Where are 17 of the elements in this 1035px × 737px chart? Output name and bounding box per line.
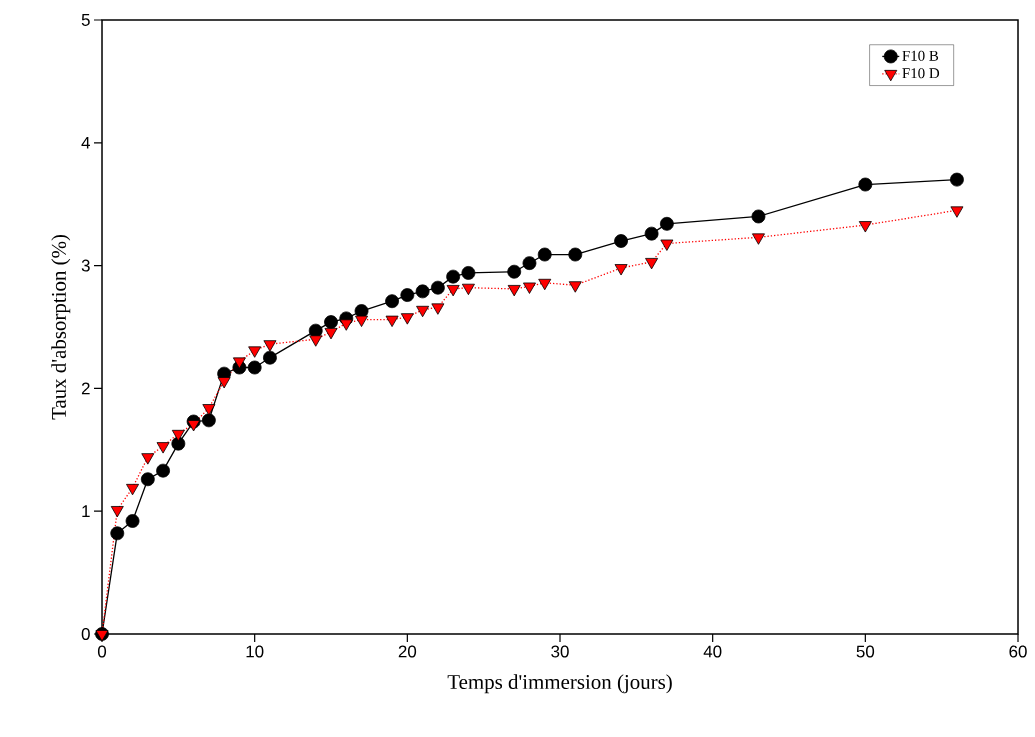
x-tick-label: 50 [856, 645, 875, 658]
y-axis-title: Taux d'absorption (%) [51, 234, 71, 420]
legend-label: F10 D [902, 68, 940, 79]
y-tick-label: 5 [81, 14, 90, 26]
x-axis-title: Temps d'immersion (jours) [447, 674, 672, 694]
y-tick-label: 4 [81, 136, 90, 149]
x-tick-label: 20 [398, 645, 417, 658]
y-tick-label: 0 [81, 627, 90, 640]
legend-label: F10 B [902, 50, 939, 61]
x-tick-label: 0 [97, 645, 107, 658]
y-tick-label: 1 [82, 505, 90, 518]
y-tick-label: 3 [81, 259, 90, 272]
x-tick-label: 60 [1009, 645, 1027, 658]
x-tick-label: 40 [703, 645, 722, 658]
x-tick-label: 30 [551, 645, 569, 658]
x-tick-label: 10 [246, 645, 264, 658]
y-tick-label: 2 [81, 382, 90, 395]
